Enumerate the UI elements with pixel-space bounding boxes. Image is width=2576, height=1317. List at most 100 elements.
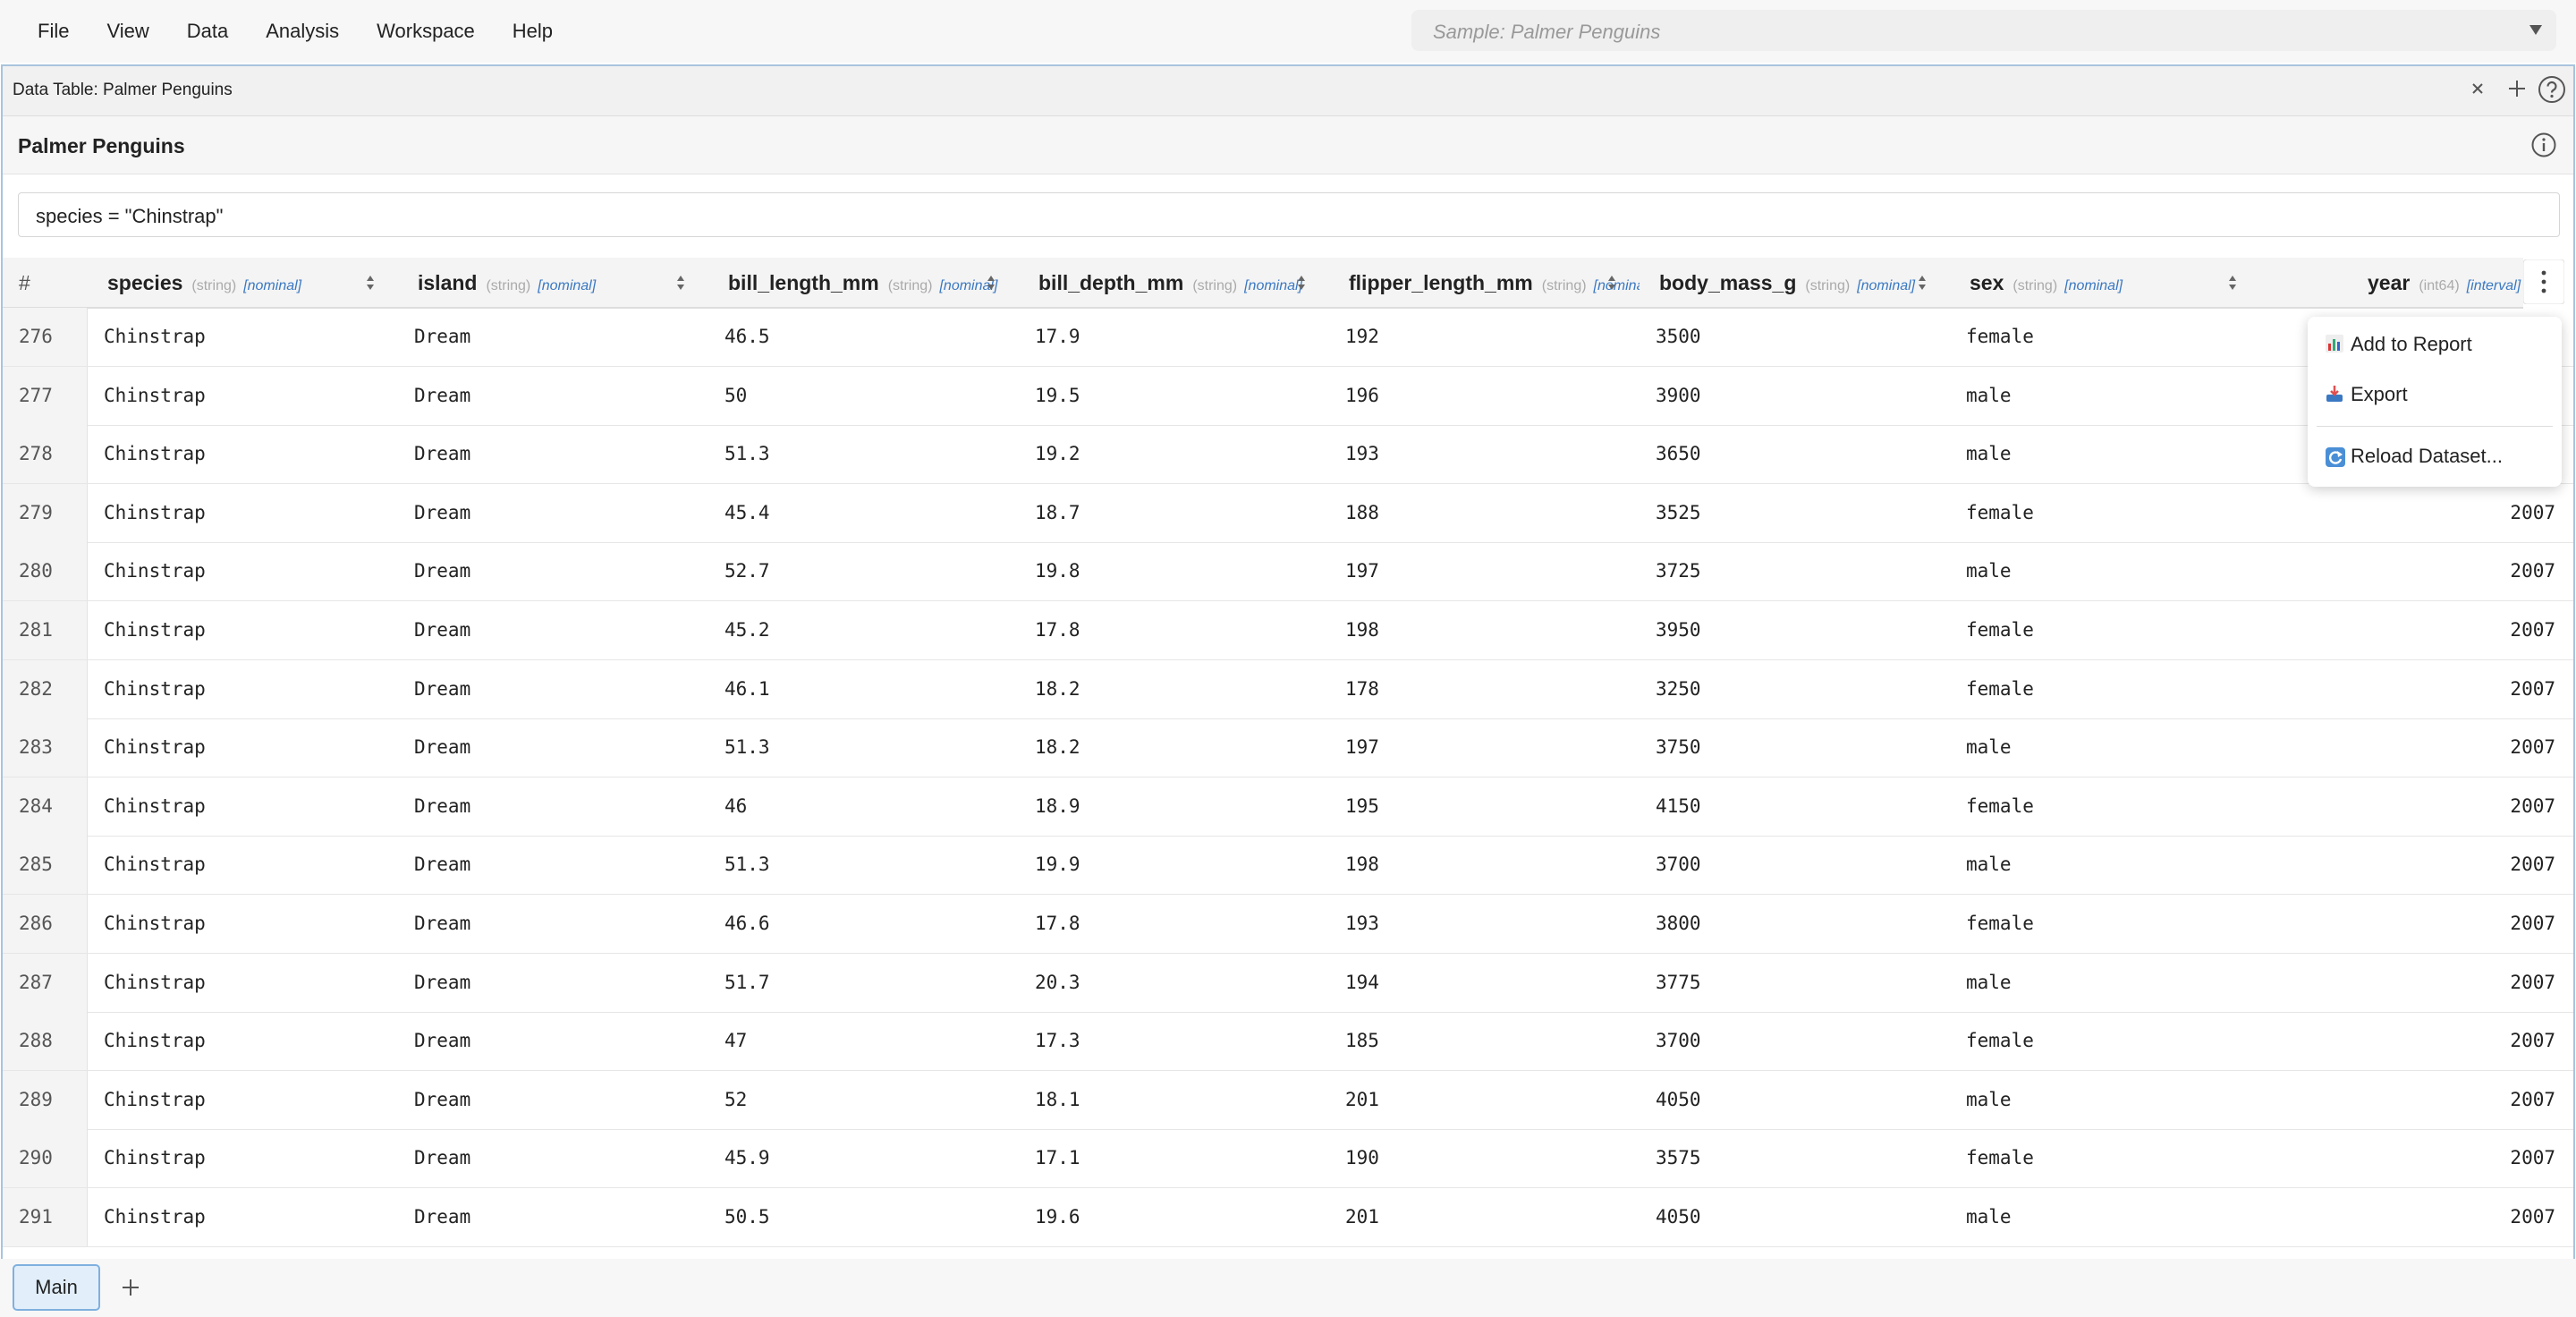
cell: 3750 bbox=[1656, 736, 1701, 759]
row-index: 277 bbox=[3, 366, 88, 425]
menu-item[interactable]: Workspace bbox=[377, 20, 475, 42]
cell: 2007 bbox=[2510, 971, 2555, 993]
column-kind: [nominal] bbox=[1857, 278, 1916, 293]
context-menu-item[interactable]: Reload Dataset... bbox=[2351, 445, 2503, 467]
table-row: 276 Chinstrap Dream 46.5 17.9 192 3500 female bbox=[3, 308, 2573, 367]
cell: 19.9 bbox=[1035, 854, 1080, 876]
column-header[interactable]: sex (string) [nominal] bbox=[1950, 258, 2260, 309]
table-row: 281 Chinstrap Dream 45.2 17.8 198 3950 female 20… bbox=[3, 601, 2573, 660]
help-button[interactable] bbox=[2538, 75, 2566, 104]
menu-item[interactable]: File bbox=[38, 20, 70, 42]
column-dtype: (string) bbox=[191, 278, 237, 293]
cell: Dream bbox=[414, 794, 471, 817]
tab[interactable]: Main bbox=[13, 1264, 100, 1311]
column-header[interactable]: body_mass_g (string) [nominal] bbox=[1640, 258, 1950, 309]
cell: 2007 bbox=[2510, 794, 2555, 817]
cell: 196 bbox=[1345, 384, 1379, 406]
cell: 18.2 bbox=[1035, 736, 1080, 759]
cell: Dream bbox=[414, 1147, 471, 1169]
table-row: 285 Chinstrap Dream 51.3 19.9 198 3700 male 2007 bbox=[3, 836, 2573, 896]
column-header[interactable]: flipper_length_mm(string)[nominal] bbox=[1329, 258, 1640, 309]
column-name: island (string) [nominal] bbox=[418, 271, 597, 294]
data-table-panel: Data Table: Palmer Penguins Palmer Pengu… bbox=[1, 64, 2575, 1261]
menu-separator bbox=[2317, 426, 2553, 427]
cell: 185 bbox=[1345, 1030, 1379, 1052]
add-tab-button[interactable] bbox=[121, 1278, 140, 1297]
close-button[interactable] bbox=[2471, 82, 2484, 95]
sort-icon[interactable] bbox=[366, 276, 375, 290]
cell: Chinstrap bbox=[104, 443, 206, 465]
filter-input[interactable]: species = "Chinstrap" bbox=[18, 192, 2560, 237]
cell: 3775 bbox=[1656, 971, 1701, 993]
menu-item[interactable]: Analysis bbox=[266, 20, 340, 42]
cell: 2007 bbox=[2510, 501, 2555, 523]
cell: Dream bbox=[414, 1030, 471, 1052]
column-header[interactable]: year (int64) [interval] bbox=[2260, 258, 2523, 309]
info-button[interactable] bbox=[2530, 132, 2557, 158]
cell: 52.7 bbox=[724, 560, 770, 582]
column-dtype: (string) bbox=[1541, 278, 1587, 293]
cell: Chinstrap bbox=[104, 1206, 206, 1228]
cell: 201 bbox=[1345, 1088, 1379, 1110]
cell: 188 bbox=[1345, 501, 1379, 523]
cell: 4150 bbox=[1656, 794, 1701, 817]
add-button[interactable] bbox=[2507, 79, 2527, 98]
cell: 193 bbox=[1345, 443, 1379, 465]
sort-icon[interactable] bbox=[987, 276, 996, 290]
cell: 51.3 bbox=[724, 854, 770, 876]
context-menu-item[interactable]: Export bbox=[2351, 383, 2408, 405]
table-row: 289 Chinstrap Dream 52 18.1 201 4050 male 2007 bbox=[3, 1070, 2573, 1130]
sort-icon[interactable] bbox=[1607, 276, 1616, 290]
cell: Dream bbox=[414, 1206, 471, 1228]
context-menu-item[interactable]: Add to Report bbox=[2351, 333, 2472, 355]
cell: 4050 bbox=[1656, 1206, 1701, 1228]
cell: Chinstrap bbox=[104, 619, 206, 641]
cell: Dream bbox=[414, 560, 471, 582]
sample-select[interactable]: Sample: Palmer Penguins bbox=[1411, 10, 2556, 51]
sort-icon[interactable] bbox=[1918, 276, 1927, 290]
cell: 198 bbox=[1345, 619, 1379, 641]
cell: 52 bbox=[724, 1088, 748, 1110]
index-header: # bbox=[3, 258, 89, 309]
column-dtype: (string) bbox=[2012, 278, 2058, 293]
cell: 18.9 bbox=[1035, 794, 1080, 817]
cell: 45.4 bbox=[724, 501, 770, 523]
column-header[interactable]: bill_depth_mm (string) [nominal] bbox=[1019, 258, 1329, 309]
cell: Dream bbox=[414, 854, 471, 876]
cell: 3725 bbox=[1656, 560, 1701, 582]
cell: 3700 bbox=[1656, 854, 1701, 876]
column-name: species (string) [nominal] bbox=[107, 271, 302, 294]
sort-icon[interactable] bbox=[2228, 276, 2237, 290]
column-header[interactable]: species (string) [nominal] bbox=[88, 258, 398, 309]
table-row: 283 Chinstrap Dream 51.3 18.2 197 3750 male 2007 bbox=[3, 718, 2573, 778]
table-row: 288 Chinstrap Dream 47 17.3 185 3700 female 2007 bbox=[3, 1012, 2573, 1072]
cell: Chinstrap bbox=[104, 1147, 206, 1169]
cell: female bbox=[1966, 326, 2034, 347]
dropdown-arrow bbox=[2529, 25, 2542, 35]
column-kind: [nominal] bbox=[1593, 278, 1640, 293]
cell: male bbox=[1966, 1088, 2012, 1110]
cell: 46.5 bbox=[724, 326, 770, 347]
cell: 193 bbox=[1345, 913, 1379, 934]
cell: 197 bbox=[1345, 736, 1379, 759]
panel-header: Data Table: Palmer Penguins bbox=[3, 66, 2573, 116]
cell: 2007 bbox=[2510, 677, 2555, 700]
column-name: year (int64) [interval] bbox=[2368, 271, 2521, 294]
sort-icon[interactable] bbox=[676, 276, 685, 290]
cell: Chinstrap bbox=[104, 384, 206, 406]
menu-item[interactable]: Data bbox=[186, 20, 229, 42]
column-header[interactable]: bill_length_mm (string) [nominal] bbox=[708, 258, 1019, 309]
cell: Chinstrap bbox=[104, 794, 206, 817]
data-grid: # species (string) [nominal] island (string)[… bbox=[3, 258, 2573, 1259]
menu-item[interactable]: Help bbox=[512, 20, 554, 42]
cell: male bbox=[1966, 1206, 2012, 1228]
cell: Dream bbox=[414, 736, 471, 759]
column-header[interactable]: island (string) [nominal] bbox=[398, 258, 708, 309]
column-name: bill_depth_mm (string) [nominal] bbox=[1038, 271, 1303, 294]
menu-item[interactable]: View bbox=[106, 20, 149, 42]
column-menu-button[interactable] bbox=[2523, 259, 2564, 304]
cell: 3500 bbox=[1656, 326, 1701, 347]
cell: Dream bbox=[414, 384, 471, 406]
sort-icon[interactable] bbox=[1297, 276, 1306, 290]
